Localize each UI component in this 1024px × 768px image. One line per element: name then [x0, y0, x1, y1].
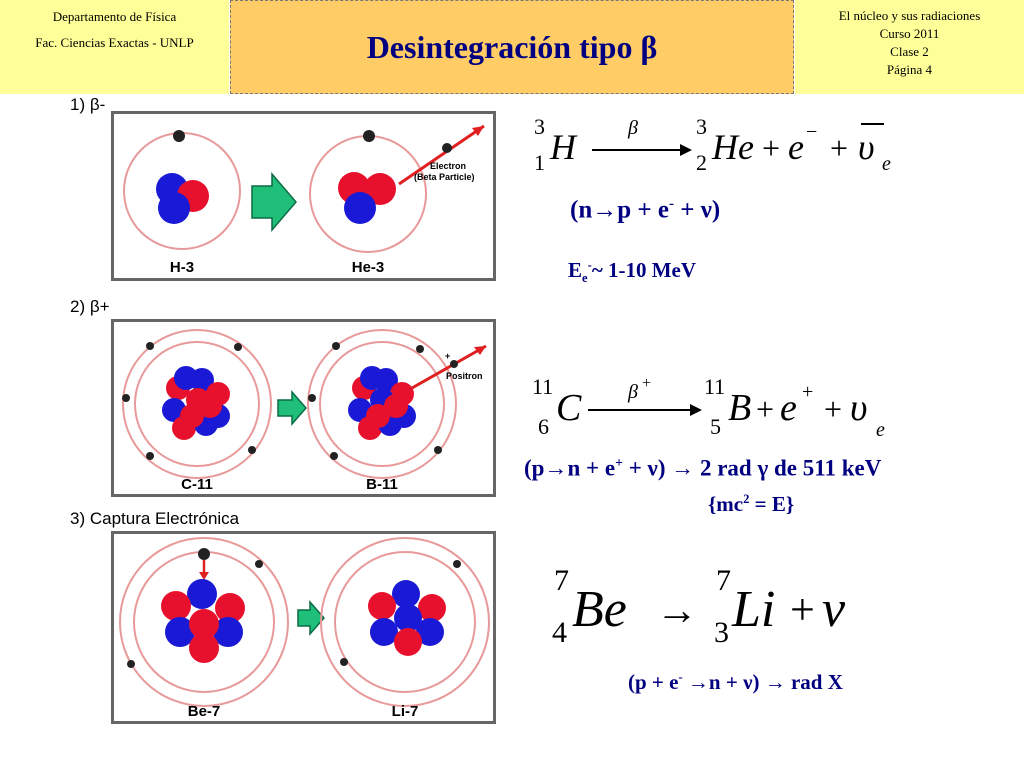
- h-mass-number: 3: [534, 114, 545, 139]
- electron-capture-diagram: Be-7 Li-7: [111, 531, 496, 724]
- he-mass-number: 3: [696, 114, 707, 139]
- plus-sign-1: +: [762, 130, 780, 166]
- department-label: Departamento de Física: [52, 9, 177, 24]
- section-label-beta-plus: 2) β+: [70, 297, 110, 316]
- course-year: Curso 2011: [879, 26, 940, 41]
- header-right-box: El núcleo y sus radiaciones Curso 2011 C…: [795, 0, 1024, 94]
- li7-caption: Li-7: [392, 703, 419, 720]
- positron-symbol: e: [780, 387, 797, 429]
- page-title: Desintegración tipo β: [366, 28, 658, 65]
- li-symbol: Li: [731, 581, 775, 638]
- c-atomic-number: 6: [538, 414, 549, 439]
- class-number: Clase 2: [890, 44, 929, 59]
- h3-caption: H-3: [170, 259, 194, 276]
- electron-capture-equation: 7 4 Be → 7 3 Li + ν: [552, 564, 846, 649]
- plus-sign-4: +: [824, 391, 842, 427]
- header-title-box: Desintegración tipo β: [230, 0, 794, 94]
- b-symbol: B: [728, 387, 751, 429]
- plus-sign-5: +: [790, 585, 815, 634]
- capture-reaction-arrow: →: [656, 588, 698, 634]
- neutrino-symbol-2: υ: [850, 387, 867, 429]
- page-number: Página 4: [886, 62, 933, 77]
- be7-caption: Be-7: [188, 703, 221, 720]
- plus-sign-2: +: [830, 130, 848, 166]
- beta-plus-diagram: + Positron C-11 B-11: [111, 319, 496, 497]
- li7-nucleus: [368, 580, 446, 656]
- section-label-beta-minus: 1) β-: [70, 95, 106, 114]
- he-atomic-number: 2: [696, 150, 707, 175]
- beta-minus-equation: 3 1 H β 3 2 He + e − + υ e: [534, 114, 891, 175]
- course-topic: El núcleo y sus radiaciones: [838, 8, 981, 23]
- beta-plus-label-sup: +: [642, 375, 651, 392]
- b11-caption: B-11: [366, 476, 398, 493]
- neutrino-subscript-2: e: [876, 419, 885, 441]
- be-atomic-number: 4: [552, 616, 567, 649]
- he3-caption: He-3: [352, 259, 385, 276]
- b-atomic-number: 5: [710, 414, 721, 439]
- electron-symbol: e: [788, 127, 804, 167]
- beta-minus-svg: Electron (Beta Particle) H-3 He-3: [123, 124, 485, 276]
- electron-annotation: Electron: [430, 161, 466, 171]
- li-mass-number: 7: [716, 564, 731, 597]
- beta-plus-equation: 11 6 C β + 11 5 B + e + + υ e: [532, 374, 885, 441]
- header-left-box: Departamento de Física Fac. Ciencias Exa…: [0, 0, 229, 94]
- electron-charge: −: [806, 121, 817, 143]
- electron-energy: Ee-~ 1-10 MeV: [568, 258, 697, 286]
- h-symbol: H: [549, 127, 578, 167]
- beta-plus-label: β: [627, 381, 638, 403]
- transition-arrow-2: [277, 390, 307, 426]
- he-symbol: He: [711, 127, 754, 167]
- beta-label: β: [627, 117, 638, 139]
- positron-annotation: Positron: [446, 371, 483, 381]
- section-label-electron-capture: 3) Captura Electrónica: [70, 509, 240, 528]
- faculty-label: Fac. Ciencias Exactas - UNLP: [35, 35, 194, 50]
- b-mass-number: 11: [704, 374, 725, 399]
- positron-plus: +: [445, 351, 450, 361]
- c-mass-number: 11: [532, 374, 553, 399]
- be-mass-number: 7: [554, 564, 569, 597]
- antineutrino-symbol: υ: [858, 127, 875, 167]
- c11-caption: C-11: [181, 476, 213, 493]
- beta-minus-reaction: (n→p + e- + ν): [570, 196, 721, 224]
- c-symbol: C: [556, 387, 582, 429]
- beta-plus-svg: + Positron C-11 B-11: [122, 329, 487, 493]
- beta-particle-annotation: (Beta Particle): [414, 172, 475, 182]
- antineutrino-subscript: e: [882, 153, 891, 175]
- electron-capture-svg: Be-7 Li-7: [119, 537, 490, 720]
- h-atomic-number: 1: [534, 150, 545, 175]
- beta-particle-arrow: [398, 124, 485, 186]
- beta-plus-reaction: (p→n + e+ + ν) → 2 rad γ de 511 keV: [524, 455, 882, 481]
- plus-sign-3: +: [756, 391, 774, 427]
- electron-dot: [173, 130, 185, 142]
- mass-energy-relation: {mc2 = E}: [708, 492, 795, 516]
- b11-nucleus: [348, 366, 416, 440]
- positron-arrow: [411, 344, 487, 390]
- beta-minus-diagram: Electron (Beta Particle) H-3 He-3: [111, 111, 496, 281]
- li-atomic-number: 3: [714, 616, 729, 649]
- neutrino-symbol-3: ν: [822, 581, 846, 638]
- c11-nucleus: [162, 366, 230, 440]
- transition-arrow-3: [297, 600, 325, 636]
- electron-capture-reaction: (p + e- →n + ν) → rad X: [628, 670, 843, 694]
- be7-nucleus: [161, 579, 245, 663]
- be-symbol: Be: [572, 581, 627, 638]
- positron-charge: +: [802, 381, 813, 403]
- transition-arrow-1: [251, 171, 297, 233]
